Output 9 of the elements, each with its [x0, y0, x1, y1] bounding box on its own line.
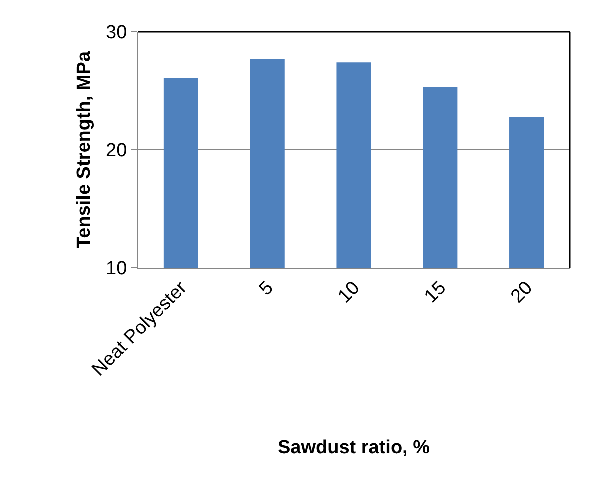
x-axis-title: Sawdust ratio, % — [278, 437, 430, 458]
x-tick-label: 10 — [334, 278, 364, 308]
y-tick-label: 20 — [106, 140, 128, 162]
x-tick-label: 5 — [256, 278, 278, 300]
y-tick-label: 10 — [106, 258, 128, 280]
y-tick-label: 30 — [106, 22, 128, 44]
y-axis-title: Tensile Strength, MPa — [74, 51, 95, 249]
x-tick-label: 20 — [507, 278, 538, 308]
x-tick-label: 15 — [420, 278, 451, 308]
